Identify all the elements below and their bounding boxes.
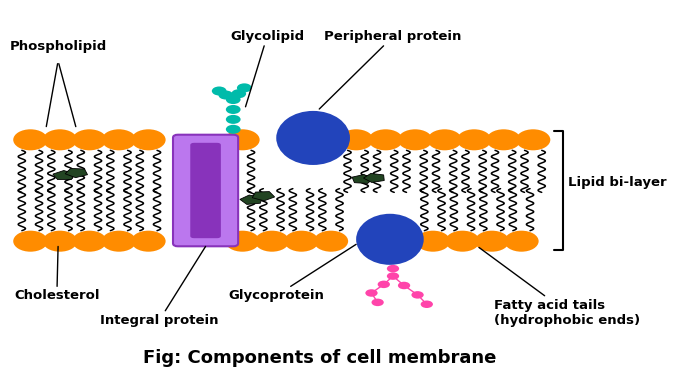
Circle shape (43, 231, 77, 252)
Text: Glycolipid: Glycolipid (230, 30, 304, 107)
Text: Fatty acid tails
(hydrophobic ends): Fatty acid tails (hydrophobic ends) (479, 248, 641, 327)
Polygon shape (53, 171, 75, 179)
Text: Cholesterol: Cholesterol (14, 247, 100, 302)
Polygon shape (65, 168, 87, 178)
Circle shape (445, 231, 479, 252)
Text: Integral protein: Integral protein (100, 247, 219, 327)
Circle shape (255, 231, 289, 252)
Circle shape (504, 231, 538, 252)
Polygon shape (240, 195, 262, 205)
Circle shape (420, 301, 433, 308)
Circle shape (378, 281, 390, 288)
Text: Phospholipid: Phospholipid (9, 40, 106, 53)
Circle shape (73, 231, 106, 252)
Ellipse shape (276, 111, 350, 165)
Circle shape (372, 299, 384, 306)
Circle shape (398, 129, 433, 150)
Circle shape (226, 125, 241, 134)
Circle shape (387, 265, 399, 272)
Circle shape (398, 282, 410, 289)
Circle shape (284, 231, 319, 252)
Polygon shape (363, 173, 384, 182)
Circle shape (226, 95, 241, 104)
Ellipse shape (356, 214, 424, 265)
Circle shape (132, 129, 165, 150)
Circle shape (486, 129, 521, 150)
Circle shape (516, 129, 551, 150)
Circle shape (416, 231, 450, 252)
Text: Lipid bi-layer: Lipid bi-layer (568, 176, 666, 189)
Circle shape (73, 129, 106, 150)
Circle shape (314, 231, 348, 252)
Circle shape (457, 129, 492, 150)
Circle shape (226, 105, 241, 114)
Circle shape (102, 129, 136, 150)
Circle shape (339, 129, 374, 150)
FancyBboxPatch shape (173, 135, 238, 246)
Circle shape (365, 289, 378, 297)
Circle shape (225, 231, 260, 252)
Circle shape (43, 129, 77, 150)
Circle shape (231, 89, 246, 98)
Text: Fig: Components of cell membrane: Fig: Components of cell membrane (142, 349, 496, 367)
Circle shape (387, 272, 399, 280)
Circle shape (237, 83, 252, 92)
Polygon shape (252, 192, 275, 201)
FancyBboxPatch shape (191, 143, 221, 238)
Circle shape (102, 231, 136, 252)
Circle shape (225, 129, 260, 150)
Circle shape (226, 115, 241, 124)
Circle shape (212, 86, 226, 96)
Circle shape (14, 129, 47, 150)
Circle shape (475, 231, 509, 252)
Circle shape (412, 291, 424, 299)
Polygon shape (352, 174, 374, 183)
Circle shape (427, 129, 462, 150)
Circle shape (368, 129, 403, 150)
Circle shape (218, 91, 233, 99)
Text: Glycoprotein: Glycoprotein (228, 244, 356, 302)
Circle shape (14, 231, 47, 252)
Text: Peripheral protein: Peripheral protein (319, 30, 462, 109)
Circle shape (132, 231, 165, 252)
